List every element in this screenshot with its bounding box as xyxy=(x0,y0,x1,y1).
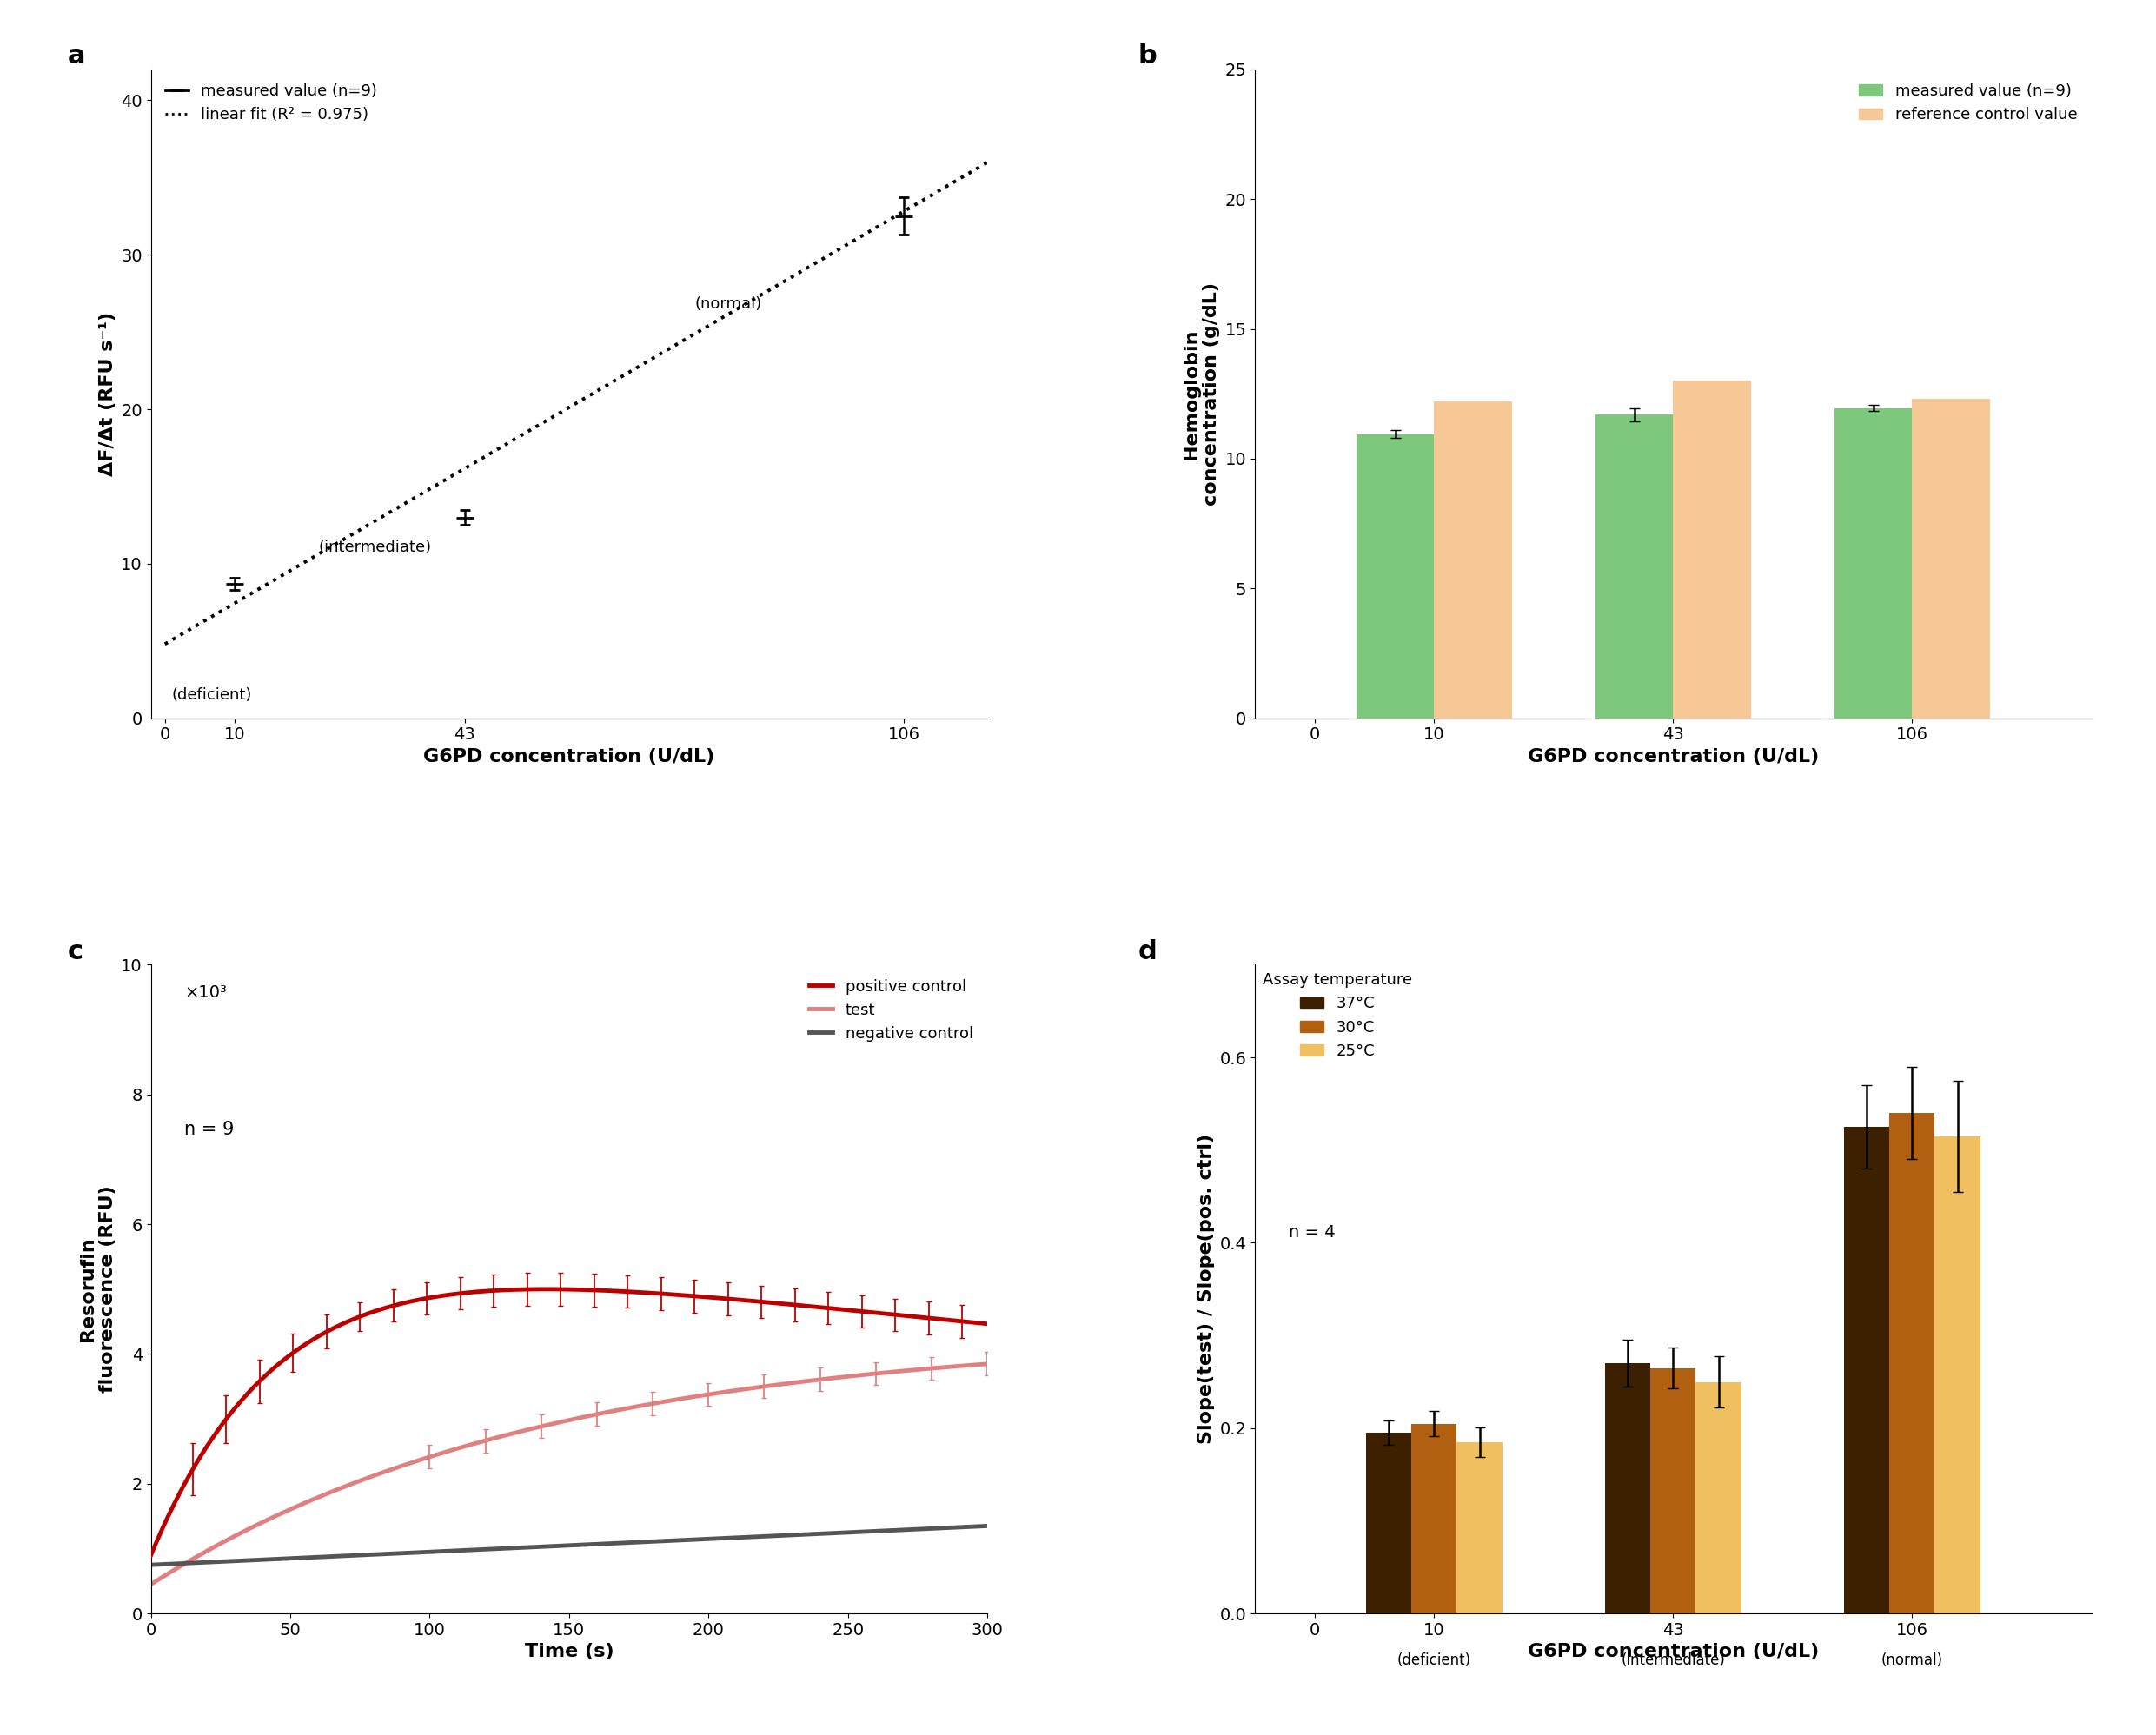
Bar xyxy=(1356,434,1434,718)
Y-axis label: Slope(test) / Slope(pos. ctrl): Slope(test) / Slope(pos. ctrl) xyxy=(1197,1135,1214,1444)
Bar xyxy=(1889,1114,1934,1614)
Text: d: d xyxy=(1138,939,1158,965)
Text: (normal): (normal) xyxy=(694,297,761,312)
Text: b: b xyxy=(1138,43,1158,69)
Y-axis label: Resorufin
fluorescence (RFU): Resorufin fluorescence (RFU) xyxy=(80,1185,116,1393)
Legend: measured value (n=9), reference control value: measured value (n=9), reference control … xyxy=(1852,78,2083,128)
Bar xyxy=(1457,1442,1503,1614)
Legend: measured value (n=9), linear fit (R² = 0.975): measured value (n=9), linear fit (R² = 0… xyxy=(160,78,384,128)
Text: n = 9: n = 9 xyxy=(185,1121,235,1138)
Y-axis label: ΔF/Δt (RFU s⁻¹): ΔF/Δt (RFU s⁻¹) xyxy=(99,312,116,475)
X-axis label: G6PD concentration (U/dL): G6PD concentration (U/dL) xyxy=(423,748,716,765)
Bar xyxy=(1934,1136,1979,1614)
Bar xyxy=(1673,380,1751,718)
Bar xyxy=(1843,1128,1889,1614)
Text: n = 4: n = 4 xyxy=(1289,1225,1335,1241)
Text: a: a xyxy=(67,43,84,69)
Bar xyxy=(1367,1433,1412,1614)
X-axis label: G6PD concentration (U/dL): G6PD concentration (U/dL) xyxy=(1526,1643,1820,1660)
Bar xyxy=(1835,408,1912,718)
Bar xyxy=(1697,1381,1742,1614)
Text: (normal): (normal) xyxy=(1882,1652,1943,1667)
Text: (deficient): (deficient) xyxy=(1397,1652,1470,1667)
Legend: 37°C, 30°C, 25°C: 37°C, 30°C, 25°C xyxy=(1263,973,1412,1058)
Legend: positive control, test, negative control: positive control, test, negative control xyxy=(802,973,979,1048)
Text: (intermediate): (intermediate) xyxy=(319,540,431,555)
Bar xyxy=(1434,401,1511,718)
Bar xyxy=(1651,1367,1697,1614)
Text: (intermediate): (intermediate) xyxy=(1621,1652,1725,1667)
X-axis label: Time (s): Time (s) xyxy=(524,1643,614,1660)
Text: ×10³: ×10³ xyxy=(185,984,226,1001)
Bar xyxy=(1912,399,1990,718)
X-axis label: G6PD concentration (U/dL): G6PD concentration (U/dL) xyxy=(1526,748,1820,765)
Bar xyxy=(1595,415,1673,718)
Y-axis label: Hemoglobin
concentration (g/dL): Hemoglobin concentration (g/dL) xyxy=(1181,283,1220,505)
Bar xyxy=(1412,1423,1457,1614)
Text: (deficient): (deficient) xyxy=(172,687,252,703)
Bar xyxy=(1604,1364,1651,1614)
Text: c: c xyxy=(67,939,82,965)
